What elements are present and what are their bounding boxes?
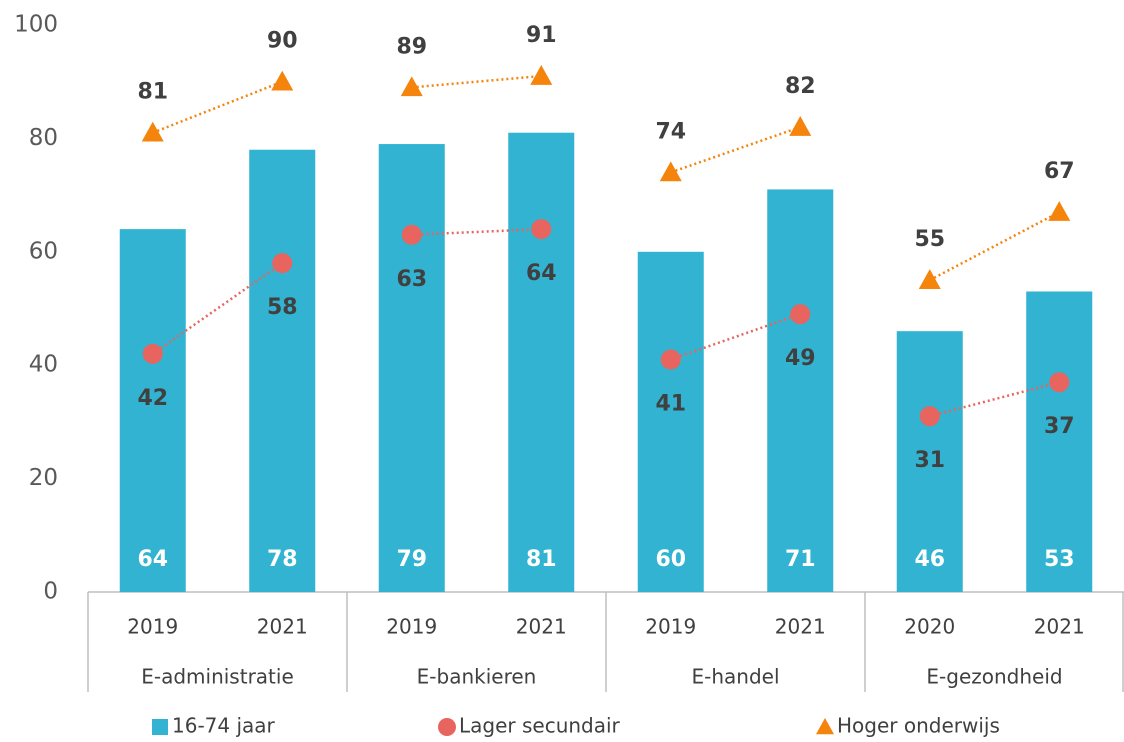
point-value-label: 67 <box>1044 159 1075 184</box>
y-tick-label: 20 <box>29 465 58 491</box>
point-value-label: 89 <box>396 34 427 59</box>
point-value-label: 82 <box>785 74 816 99</box>
bar <box>896 331 963 592</box>
legend-swatch <box>152 719 168 735</box>
point-value-label: 63 <box>396 267 427 292</box>
legend-swatch <box>816 718 834 735</box>
y-tick-label: 80 <box>29 125 58 151</box>
y-tick-label: 0 <box>43 579 58 605</box>
x-tick-label: 2019 <box>645 615 696 639</box>
bar <box>249 149 316 593</box>
point <box>530 65 553 85</box>
bar <box>1026 291 1093 592</box>
line-segment <box>152 80 283 134</box>
bar <box>508 132 575 593</box>
line-segment <box>152 262 283 355</box>
group-label: E-bankieren <box>417 665 537 689</box>
x-tick-label: 2021 <box>516 615 567 639</box>
line-segment <box>929 211 1060 282</box>
x-tick-label: 2019 <box>386 615 437 639</box>
point-value-label: 41 <box>655 392 686 417</box>
bar <box>119 229 186 592</box>
bar-value-label: 64 <box>137 547 168 572</box>
point-value-label: 91 <box>526 23 557 48</box>
line-segment <box>670 125 801 174</box>
point-value-label: 81 <box>137 80 168 105</box>
point <box>531 219 552 240</box>
point <box>401 224 422 245</box>
legend-label: Lager secundair <box>459 714 621 738</box>
bar-value-label: 78 <box>267 547 298 572</box>
bar-value-label: 81 <box>526 547 557 572</box>
group-label: E-gezondheid <box>926 665 1062 689</box>
y-tick-label: 60 <box>29 238 58 264</box>
bar <box>767 189 834 592</box>
bar <box>378 144 445 592</box>
point-value-label: 55 <box>914 227 945 252</box>
point <box>790 304 811 325</box>
point-value-label: 58 <box>267 295 298 320</box>
point-value-label: 31 <box>914 448 945 473</box>
point <box>1049 372 1070 393</box>
bar-value-label: 46 <box>914 547 945 572</box>
point <box>400 76 423 97</box>
point-value-label: 37 <box>1044 414 1075 439</box>
point <box>918 269 941 289</box>
group-label: E-administratie <box>141 665 294 689</box>
point <box>271 70 294 91</box>
point-value-label: 90 <box>267 29 298 54</box>
x-tick-label: 2021 <box>775 615 826 639</box>
x-tick-label: 2020 <box>904 615 955 639</box>
point <box>142 343 163 364</box>
point-value-label: 49 <box>785 346 816 371</box>
bar-value-label: 71 <box>785 547 816 572</box>
line-segment <box>411 74 542 89</box>
point <box>1048 201 1071 221</box>
x-tick-label: 2021 <box>1034 615 1085 639</box>
legend-label: 16-74 jaar <box>172 714 276 738</box>
y-tick-label: 40 <box>29 352 58 378</box>
point <box>919 406 940 427</box>
point <box>660 349 681 370</box>
legend-swatch <box>438 718 456 736</box>
point-value-label: 42 <box>137 386 168 411</box>
point <box>789 116 812 136</box>
bar-value-label: 60 <box>655 547 686 572</box>
point <box>141 121 164 142</box>
bar <box>637 251 704 593</box>
bar-value-label: 53 <box>1044 547 1075 572</box>
legend-label: Hoger onderwijs <box>837 714 1000 738</box>
point <box>659 161 682 182</box>
line-segment <box>411 227 542 237</box>
x-tick-label: 2019 <box>127 615 178 639</box>
point-value-label: 74 <box>655 119 686 144</box>
point-value-label: 64 <box>526 261 557 286</box>
y-tick-label: 100 <box>14 12 58 38</box>
group-label: E-handel <box>691 665 779 689</box>
line-segment <box>929 381 1060 418</box>
bar-value-label: 79 <box>396 547 427 572</box>
point <box>272 253 293 274</box>
x-tick-label: 2021 <box>257 615 308 639</box>
